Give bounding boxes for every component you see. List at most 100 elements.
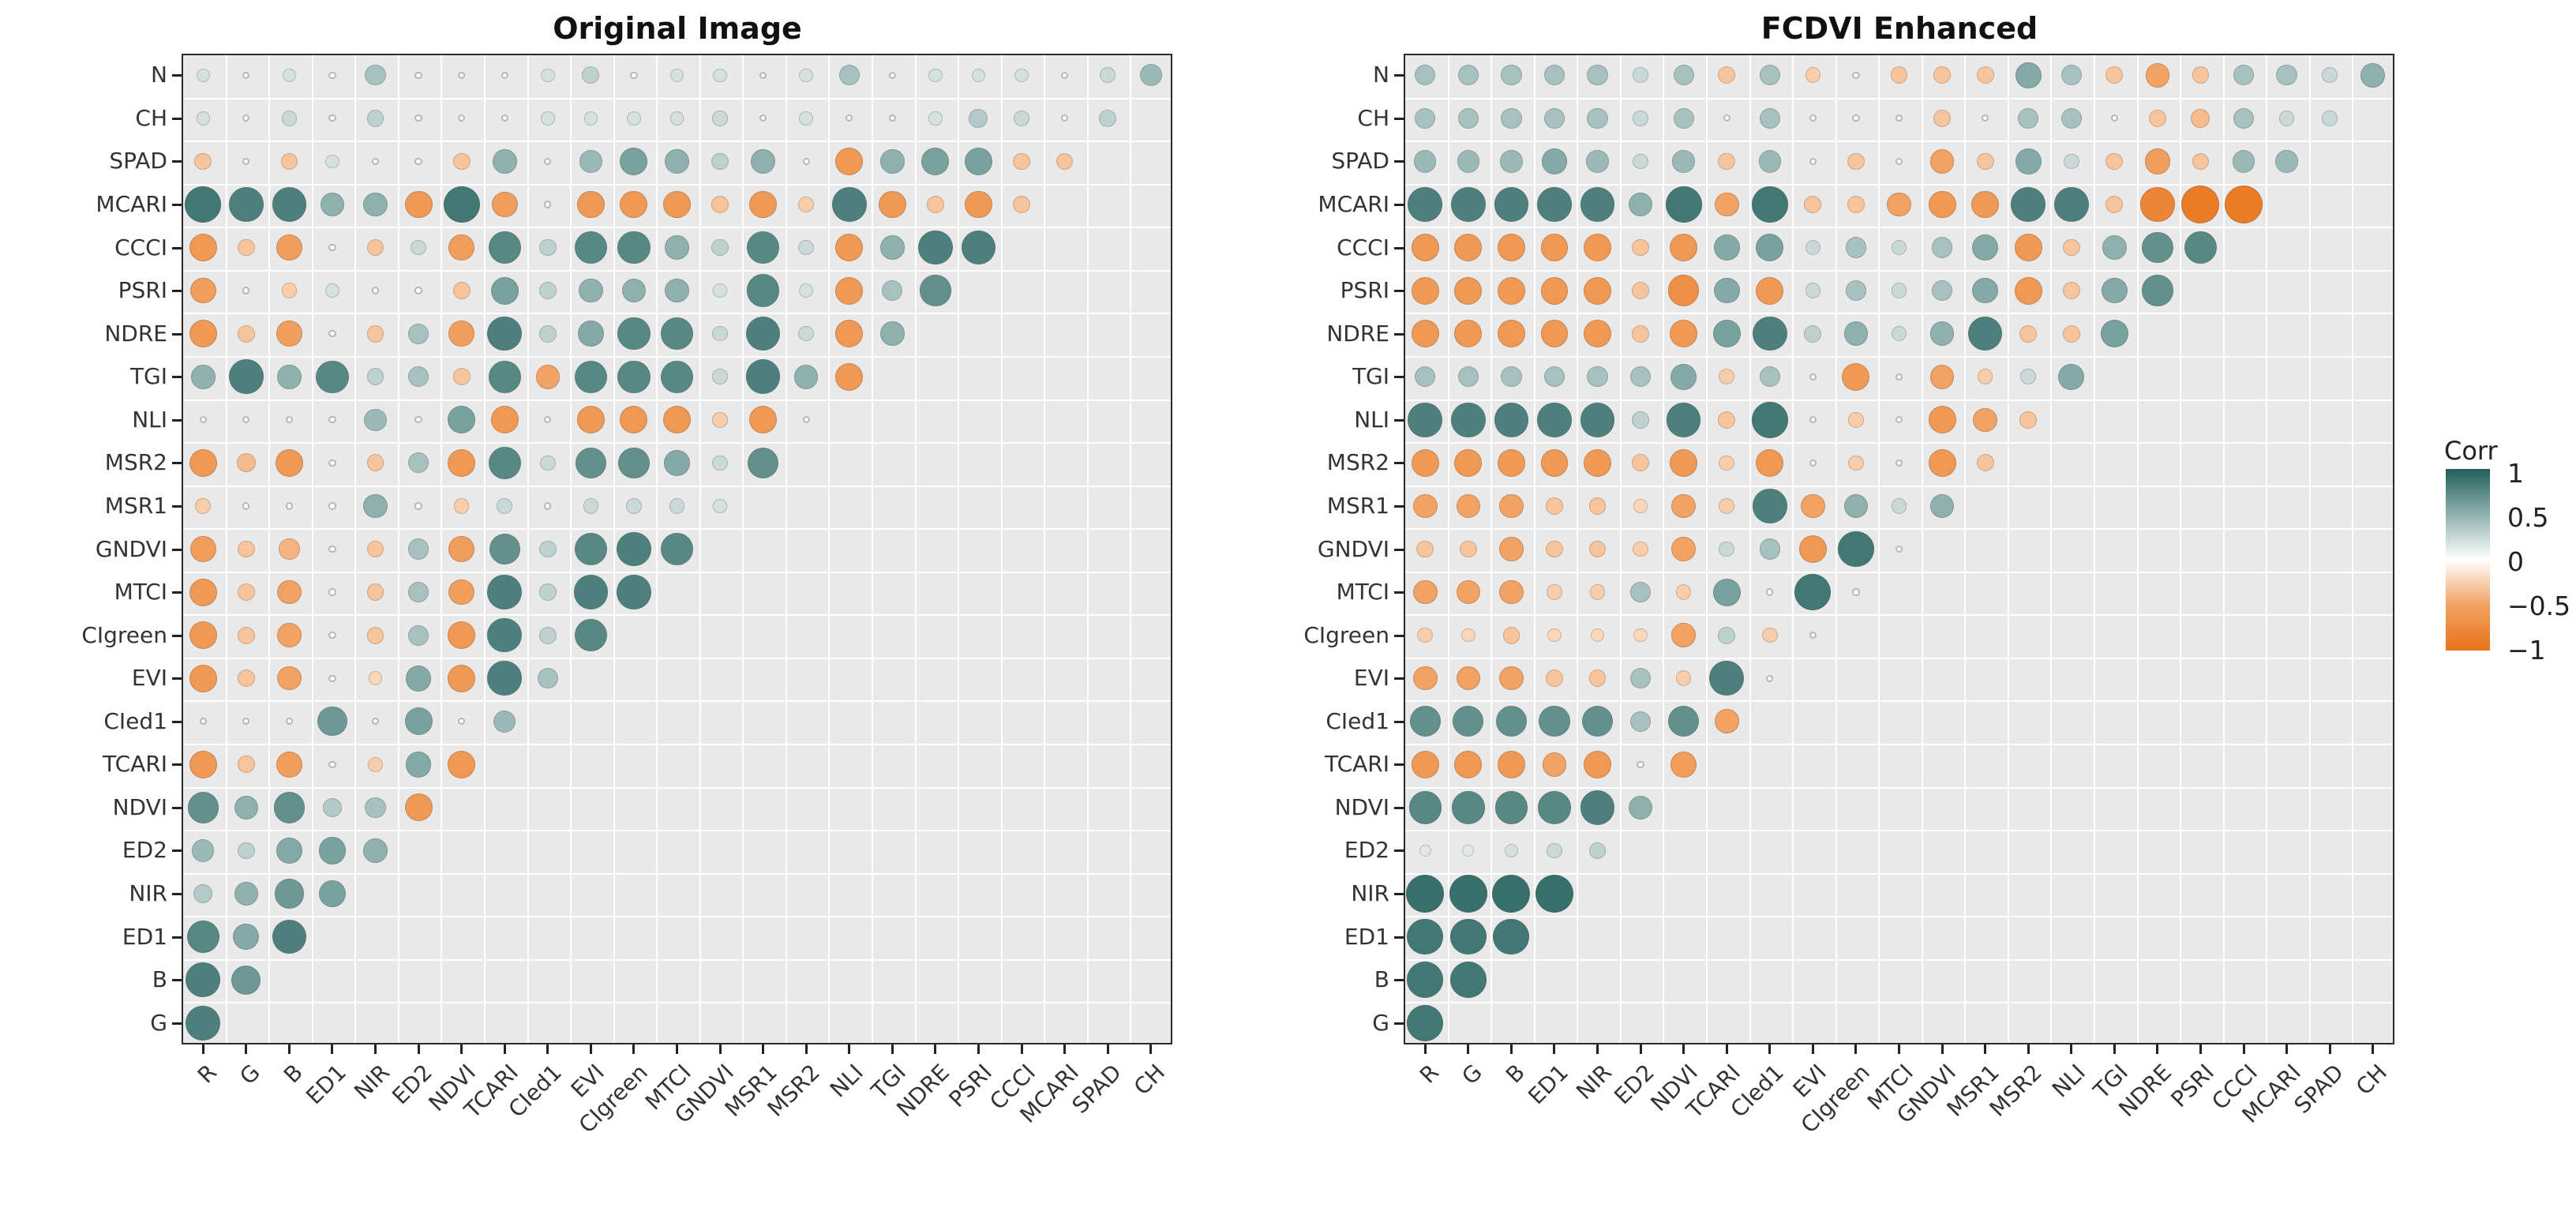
corr-circle (414, 416, 422, 424)
corr-circle (1414, 150, 1437, 173)
y-axis-label: CCCI (114, 234, 167, 261)
corr-circle (1976, 454, 1994, 472)
corr-circle (189, 448, 217, 477)
corr-circle (1891, 498, 1907, 514)
corr-circle (366, 109, 384, 127)
corr-circle (711, 238, 729, 257)
corr-circle (242, 287, 250, 294)
x-axis-tick (2242, 1044, 2245, 1054)
corr-circle (411, 239, 426, 256)
corr-circle (231, 965, 261, 995)
corr-circle (285, 502, 294, 510)
corr-circle (414, 502, 422, 510)
corr-circle (579, 278, 603, 303)
corr-circle (1981, 114, 1989, 122)
corr-circle (408, 581, 429, 603)
y-axis-label: ED2 (1344, 837, 1389, 864)
corr-circle (1540, 320, 1569, 348)
y-axis-label: MCARI (96, 190, 167, 217)
corr-circle (798, 239, 814, 256)
corr-circle (538, 583, 557, 601)
y-axis-tick (172, 376, 182, 379)
corr-circle (835, 234, 864, 261)
corr-circle (1497, 234, 1525, 261)
y-axis-tick (1394, 160, 1404, 163)
corr-circle (1766, 588, 1774, 596)
corr-circle (404, 793, 433, 822)
y-axis-label: SPAD (109, 148, 167, 174)
corr-circle (1584, 320, 1611, 348)
corr-circle (366, 540, 384, 558)
x-axis-tick (1898, 1044, 1900, 1054)
corr-circle (492, 149, 517, 174)
corr-circle (1013, 196, 1030, 213)
corr-circle (272, 187, 307, 222)
corr-circle (328, 588, 336, 596)
corr-circle (1798, 535, 1827, 563)
x-axis-tick (201, 1044, 204, 1054)
y-axis-tick (1394, 246, 1404, 249)
corr-circle (1454, 750, 1483, 778)
corr-circle (2020, 369, 2036, 385)
corr-circle (1411, 750, 1439, 778)
x-axis-tick (374, 1044, 377, 1054)
y-axis-tick (172, 74, 182, 77)
y-axis-label: MTCI (1336, 579, 1389, 606)
corr-circle (1852, 114, 1860, 122)
corr-circle (1756, 276, 1784, 305)
corr-circle (1712, 578, 1741, 606)
x-axis-tick (1940, 1044, 1944, 1054)
corr-circle (2140, 187, 2175, 222)
x-axis-tick (245, 1044, 248, 1054)
corr-circle (1928, 448, 1956, 477)
corr-circle (1056, 152, 1074, 171)
corr-circle (1632, 282, 1649, 299)
y-axis-tick (172, 290, 182, 293)
corr-circle (408, 452, 429, 474)
corr-circle (192, 839, 215, 862)
y-axis-tick (172, 806, 182, 809)
corr-circle (2275, 150, 2298, 173)
corr-circle (1633, 153, 1648, 170)
corr-circle (746, 231, 780, 264)
corr-circle (448, 406, 476, 434)
corr-circle (1809, 459, 1817, 467)
corr-circle (1589, 584, 1606, 600)
corr-circle (1713, 277, 1740, 304)
corr-circle (538, 324, 557, 343)
corr-circle (1451, 402, 1486, 437)
y-axis-label: CH (135, 104, 167, 131)
corr-circle (2105, 196, 2124, 213)
corr-circle (1668, 706, 1700, 737)
corr-circle (1581, 706, 1614, 737)
corr-circle (617, 317, 651, 351)
x-axis-tick (1063, 1044, 1067, 1054)
corr-circle (2233, 65, 2255, 86)
corr-circle (1891, 325, 1907, 342)
corr-circle (328, 416, 336, 424)
corr-circle (1100, 67, 1116, 84)
corr-circle (618, 447, 650, 478)
corr-circle (1752, 316, 1787, 351)
corr-circle (189, 578, 217, 606)
corr-circle (371, 287, 380, 294)
corr-circle (544, 502, 552, 510)
x-axis-tick (977, 1044, 980, 1054)
corr-circle (237, 626, 255, 644)
corr-circle (448, 321, 475, 347)
x-axis-tick (1020, 1044, 1023, 1054)
corr-circle (234, 795, 259, 820)
corr-circle (488, 360, 521, 393)
corr-circle (2014, 276, 2042, 305)
y-axis-label: G (150, 1009, 167, 1036)
x-axis-tick (2199, 1044, 2202, 1054)
corr-circle (1895, 373, 1903, 381)
corr-circle (544, 157, 552, 166)
y-axis-label: N (151, 62, 167, 88)
corr-circle (189, 621, 217, 650)
x-axis-tick (1596, 1044, 1599, 1054)
corr-circle (1408, 187, 1443, 222)
corr-circle (328, 502, 336, 510)
corr-circle (660, 317, 694, 351)
corr-circle (835, 276, 864, 305)
